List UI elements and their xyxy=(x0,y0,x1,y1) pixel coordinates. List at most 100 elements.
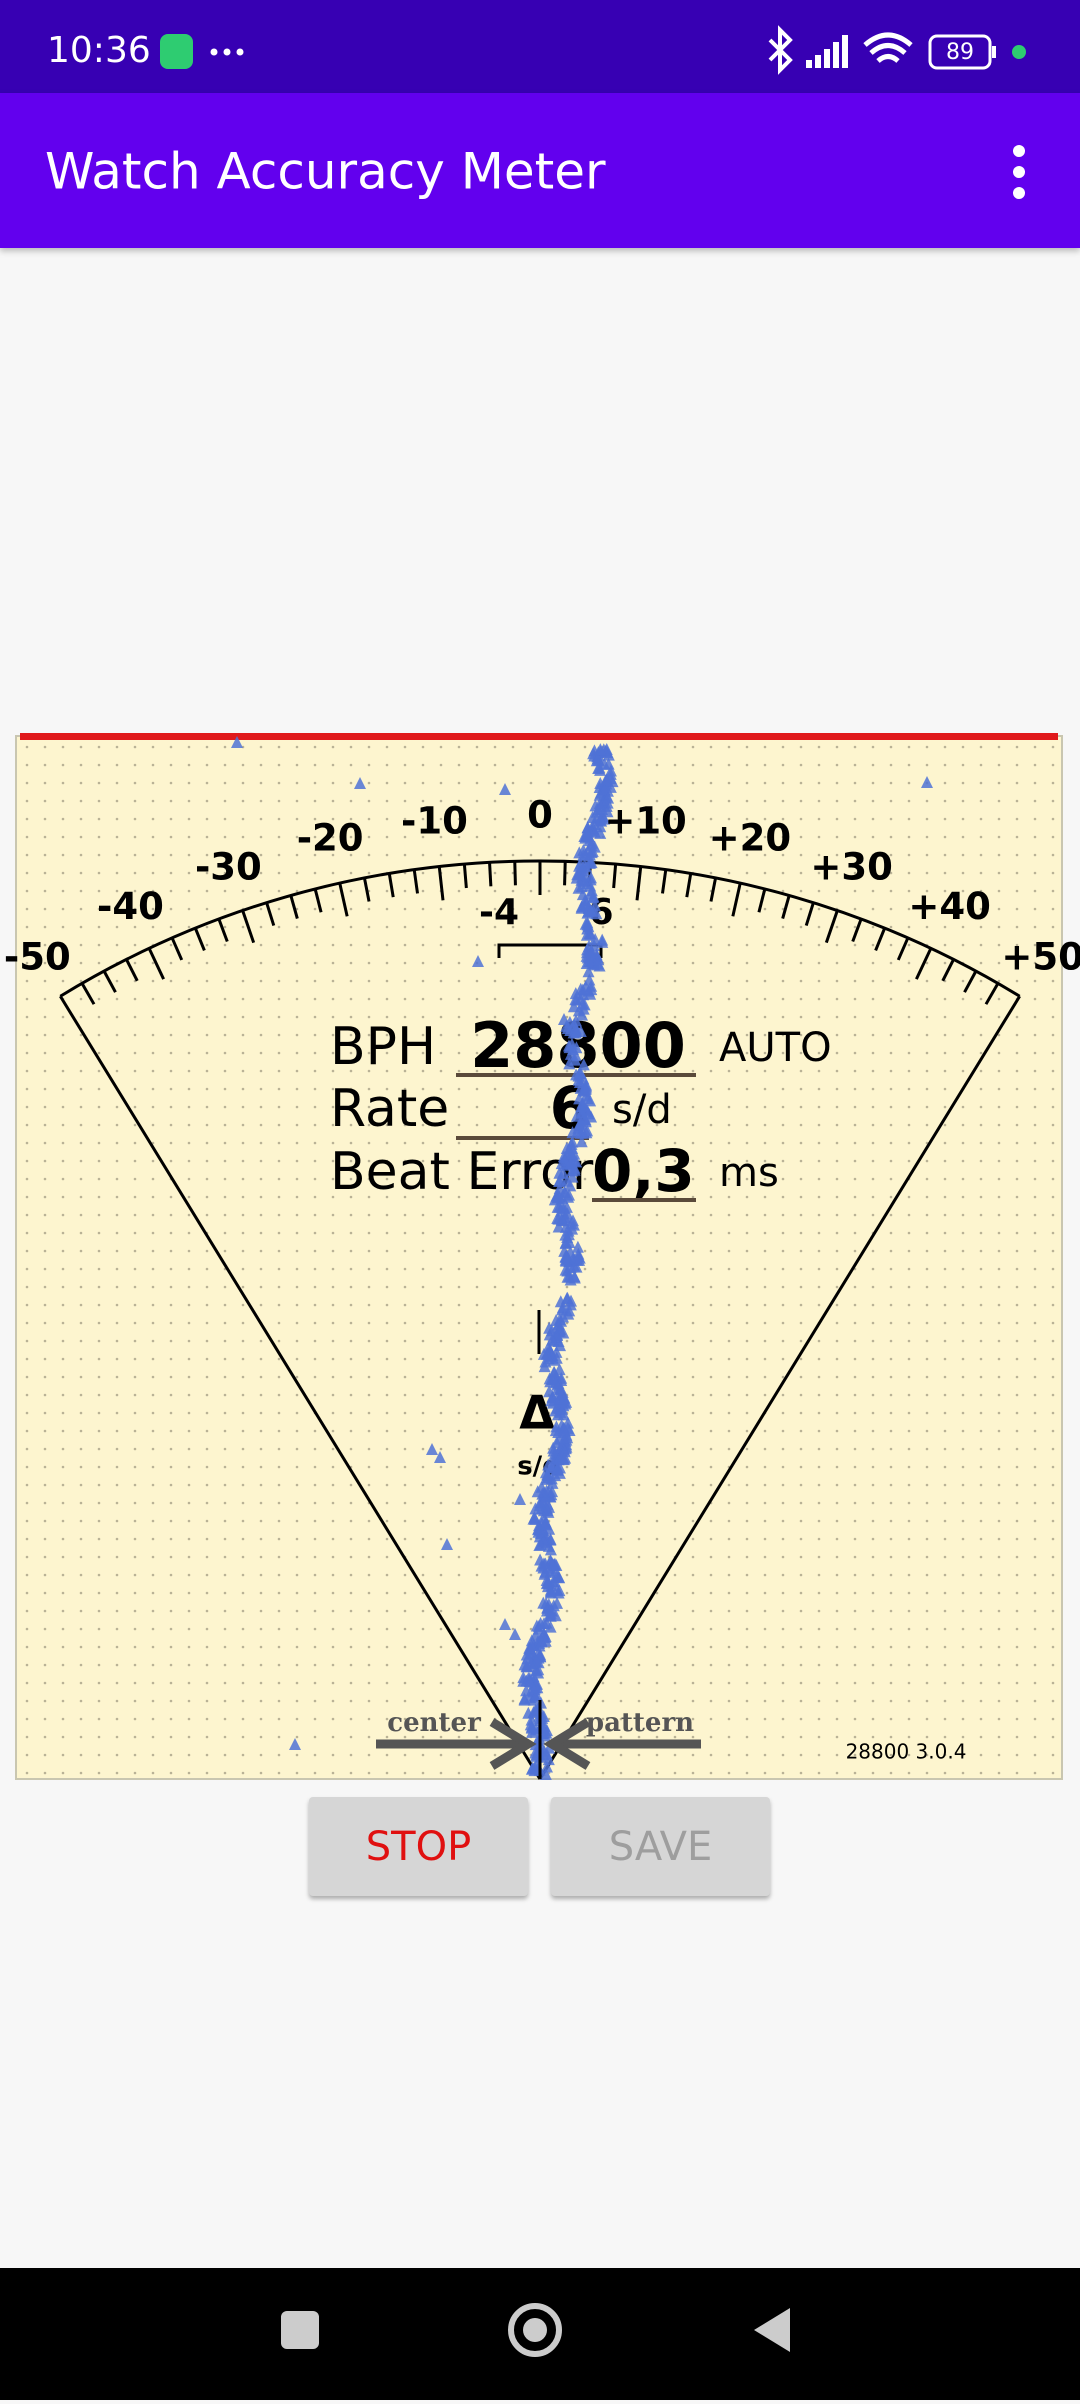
dial-tick xyxy=(193,927,206,951)
nav-bar xyxy=(0,2268,1080,2400)
trace-point xyxy=(549,1376,562,1389)
dial-tick xyxy=(313,888,323,913)
trace-point xyxy=(543,1741,556,1754)
status-icons: 10:36 89 xyxy=(47,25,1026,75)
top-line xyxy=(20,733,1058,740)
trace-point xyxy=(565,1137,578,1150)
trace-point xyxy=(594,799,607,812)
dial-tick xyxy=(984,982,1000,1005)
trace-point xyxy=(544,1585,557,1598)
battery-icon xyxy=(928,34,992,70)
trace-point xyxy=(571,1240,584,1253)
trace-point xyxy=(581,951,594,964)
trace-point xyxy=(584,855,597,868)
trace-point xyxy=(563,1270,576,1283)
trace-point xyxy=(582,965,595,978)
trace-point xyxy=(588,840,601,853)
trace-point xyxy=(579,1083,592,1096)
trace-point xyxy=(561,1291,574,1304)
trace-point xyxy=(569,1053,582,1066)
dial-tick xyxy=(338,882,349,917)
trace-point xyxy=(540,1747,553,1760)
scale-label: -10 xyxy=(401,799,468,842)
dial-tick xyxy=(265,902,276,927)
battery-level: 89 xyxy=(946,40,974,65)
trace-point xyxy=(559,1228,572,1241)
wifi-icon xyxy=(863,32,913,63)
fan-line xyxy=(538,995,1021,1780)
rate-label: Rate xyxy=(330,1079,449,1139)
trace-point xyxy=(567,1043,579,1055)
meter: -4 6 BPH 28800 AUTO Rate 6 s/d Beat Erro… xyxy=(4,733,1080,1780)
trace-point xyxy=(528,1511,541,1524)
dial-tick xyxy=(217,918,229,943)
dial-tick xyxy=(915,947,933,980)
beat-error-label: Beat Error xyxy=(330,1142,594,1202)
trace-point xyxy=(529,1502,542,1515)
trace-point xyxy=(579,829,592,842)
trace-point xyxy=(523,1675,536,1688)
trace-point xyxy=(514,1493,526,1505)
trace-point xyxy=(563,1304,576,1317)
home-button[interactable] xyxy=(508,2303,562,2357)
trace-point xyxy=(602,791,615,804)
time: 10:36 xyxy=(47,30,151,71)
overflow-menu[interactable] xyxy=(1013,145,1025,199)
trace-point xyxy=(581,1092,594,1105)
trace-point xyxy=(426,1443,438,1455)
dot xyxy=(236,48,244,56)
signal-icon xyxy=(806,35,848,68)
scale-label: -50 xyxy=(4,935,71,978)
dial-tick xyxy=(661,869,668,894)
dial-tick xyxy=(513,861,517,886)
dial-tick xyxy=(941,958,955,982)
trace-point xyxy=(569,1014,582,1027)
trace-point xyxy=(557,1408,570,1421)
trace-point xyxy=(566,1126,579,1139)
trace-point xyxy=(561,1207,574,1220)
trace-point xyxy=(583,848,596,861)
trace-point xyxy=(539,1767,552,1780)
trace-point xyxy=(584,879,597,892)
dial-tick xyxy=(125,958,139,982)
trace-point xyxy=(574,1024,587,1037)
stop-button[interactable]: STOP xyxy=(309,1797,528,1896)
trace-point xyxy=(520,1648,533,1661)
dial-tick xyxy=(80,982,96,1005)
save-button[interactable]: SAVE xyxy=(551,1797,770,1896)
dial xyxy=(59,859,1021,1780)
trace-point xyxy=(561,1431,574,1444)
nav-icons xyxy=(281,2303,790,2357)
back-button[interactable] xyxy=(754,2308,790,2352)
trace-point xyxy=(534,1523,547,1536)
trace-point xyxy=(560,1019,573,1032)
trace-point xyxy=(537,1347,550,1360)
dial-tick xyxy=(804,902,815,927)
trace-point xyxy=(582,1107,595,1120)
dial-tick xyxy=(387,873,395,898)
trace-point xyxy=(555,1213,568,1226)
arrows xyxy=(489,1718,591,1770)
beat-error-unit: ms xyxy=(719,1150,779,1196)
dial-tick xyxy=(757,888,767,913)
dial-tick xyxy=(102,970,117,993)
recents-button[interactable] xyxy=(281,2311,319,2349)
trace-point xyxy=(537,1496,550,1509)
app-bar-content: Watch Accuracy Meter xyxy=(45,143,1025,201)
trace-point xyxy=(564,1260,577,1273)
dial-tick xyxy=(731,882,742,917)
trace-point xyxy=(538,1360,551,1373)
trace-point xyxy=(544,1344,557,1357)
dot-grid xyxy=(16,736,1062,1779)
dial-tick xyxy=(851,918,863,943)
trace xyxy=(231,736,933,1780)
dot xyxy=(210,48,218,56)
dial-tick xyxy=(685,873,693,898)
trace-point xyxy=(594,826,607,839)
trace-point xyxy=(574,982,587,995)
trace-point xyxy=(441,1538,453,1550)
trace-point xyxy=(553,1190,566,1203)
trace-point xyxy=(575,873,588,886)
dial-tick xyxy=(170,937,184,961)
scale-label: +20 xyxy=(709,817,792,860)
